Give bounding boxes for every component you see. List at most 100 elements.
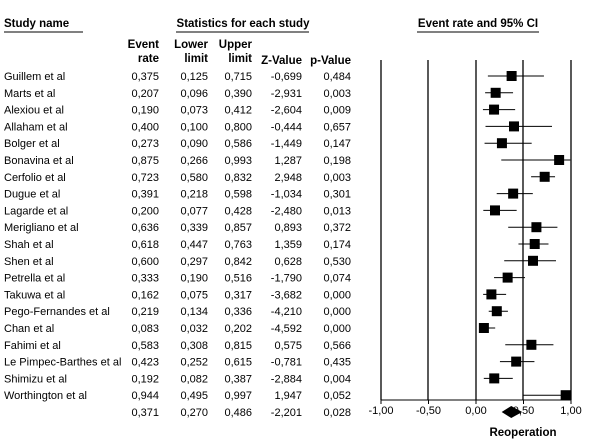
study-name: Dugue et al bbox=[4, 189, 60, 201]
study-z-value: -3,682 bbox=[271, 289, 302, 301]
study-upper-value: 0,997 bbox=[224, 390, 252, 402]
study-upper-value: 0,598 bbox=[224, 189, 252, 201]
study-rate-value: 0,400 bbox=[131, 121, 159, 133]
effect-square bbox=[554, 155, 565, 165]
study-rate-value: 0,375 bbox=[131, 71, 159, 83]
effect-square bbox=[531, 222, 542, 233]
study-upper-value: 0,615 bbox=[224, 357, 252, 369]
effect-square bbox=[526, 339, 537, 350]
pooled-p-value: 0,028 bbox=[323, 407, 351, 419]
study-p-value: 0,530 bbox=[323, 256, 351, 268]
study-name: Petrella et al bbox=[4, 273, 65, 285]
study-lower-value: 0,190 bbox=[180, 273, 208, 285]
study-rate-value: 0,333 bbox=[131, 273, 159, 285]
study-z-value: -4,592 bbox=[271, 323, 302, 335]
study-lower-value: 0,077 bbox=[180, 205, 208, 217]
study-rate-value: 0,636 bbox=[131, 222, 159, 234]
study-z-value: -2,480 bbox=[271, 205, 302, 217]
study-rate-value: 0,273 bbox=[131, 138, 159, 150]
study-p-value: 0,052 bbox=[323, 390, 351, 402]
study-lower-value: 0,297 bbox=[180, 256, 208, 268]
study-lower-value: 0,252 bbox=[180, 357, 208, 369]
study-lower-value: 0,308 bbox=[180, 340, 208, 352]
study-rate-value: 0,875 bbox=[131, 155, 159, 167]
study-name: Pego-Fernandes et al bbox=[4, 306, 110, 318]
study-upper-value: 0,317 bbox=[224, 289, 252, 301]
effect-square bbox=[489, 373, 500, 384]
study-name: Fahimi et al bbox=[4, 340, 61, 352]
study-p-value: 0,074 bbox=[323, 273, 351, 285]
pooled-upper-value: 0,486 bbox=[224, 407, 252, 419]
study-p-value: 0,000 bbox=[323, 323, 351, 335]
effect-square bbox=[529, 239, 540, 249]
study-lower-value: 0,218 bbox=[180, 189, 208, 201]
study-p-value: 0,301 bbox=[323, 189, 351, 201]
study-name: Shimizu et al bbox=[4, 373, 67, 385]
study-lower-value: 0,580 bbox=[180, 172, 208, 184]
study-rate-value: 0,944 bbox=[131, 390, 159, 402]
statistics-header: Statistics for each study bbox=[177, 18, 311, 30]
study-p-value: 0,372 bbox=[323, 222, 351, 234]
study-p-value: 0,009 bbox=[323, 105, 351, 117]
effect-square bbox=[502, 272, 513, 283]
column-headers: Event rate Lower limit Upper limit Z-Value p-Va… bbox=[128, 39, 351, 67]
study-z-value: 1,287 bbox=[274, 155, 302, 167]
study-rate-value: 0,600 bbox=[131, 256, 159, 268]
study-name: Marts et al bbox=[4, 88, 55, 100]
study-rate-value: 0,200 bbox=[131, 205, 159, 217]
pooled-lower-value: 0,270 bbox=[180, 407, 208, 419]
study-p-value: 0,147 bbox=[323, 138, 351, 150]
effect-square bbox=[509, 121, 519, 132]
study-upper-value: 0,336 bbox=[224, 306, 252, 318]
study-rows: Guillem et al 0,375 0,125 0,715 -0,699 0,484 M… bbox=[4, 71, 351, 419]
study-lower-value: 0,495 bbox=[180, 390, 208, 402]
effect-square bbox=[486, 289, 497, 300]
study-z-value: 2,948 bbox=[274, 172, 302, 184]
effect-square bbox=[560, 390, 571, 401]
study-lower-value: 0,125 bbox=[180, 71, 208, 83]
effect-square bbox=[489, 104, 500, 115]
x-tick-label: 0,00 bbox=[465, 405, 486, 417]
study-upper-value: 0,390 bbox=[224, 88, 252, 100]
effect-square bbox=[539, 171, 550, 182]
study-p-value: 0,657 bbox=[323, 121, 351, 133]
effect-square bbox=[508, 188, 519, 199]
x-axis-label: Reoperation bbox=[489, 427, 556, 439]
study-z-value: -1,034 bbox=[271, 189, 302, 201]
effect-square bbox=[491, 306, 502, 317]
study-p-value: 0,198 bbox=[323, 155, 351, 167]
study-lower-value: 0,134 bbox=[180, 306, 208, 318]
pooled-rate-value: 0,371 bbox=[131, 407, 159, 419]
study-lower-value: 0,032 bbox=[180, 323, 208, 335]
study-p-value: 0,003 bbox=[323, 88, 351, 100]
study-name-header: Study name bbox=[4, 18, 69, 30]
study-p-value: 0,484 bbox=[323, 71, 351, 83]
study-rate-value: 0,190 bbox=[131, 105, 159, 117]
x-tick-label: -0,50 bbox=[416, 405, 441, 417]
study-name: Cerfolio et al bbox=[4, 172, 66, 184]
study-upper-value: 0,815 bbox=[224, 340, 252, 352]
study-z-value: -0,444 bbox=[271, 121, 302, 133]
study-lower-value: 0,090 bbox=[180, 138, 208, 150]
study-z-value: -2,931 bbox=[271, 88, 302, 100]
effect-square bbox=[511, 356, 522, 367]
study-rate-value: 0,391 bbox=[131, 189, 159, 201]
study-upper-value: 0,857 bbox=[224, 222, 252, 234]
study-lower-value: 0,266 bbox=[180, 155, 208, 167]
study-upper-value: 0,428 bbox=[224, 205, 252, 217]
study-rate-value: 0,207 bbox=[131, 88, 159, 100]
study-name: Shen et al bbox=[4, 256, 54, 268]
study-p-value: 0,003 bbox=[323, 172, 351, 184]
study-rate-value: 0,723 bbox=[131, 172, 159, 184]
study-lower-value: 0,447 bbox=[180, 239, 208, 251]
study-z-value: 0,575 bbox=[274, 340, 302, 352]
effect-square bbox=[506, 71, 517, 81]
study-lower-value: 0,082 bbox=[180, 373, 208, 385]
study-lower-value: 0,073 bbox=[180, 105, 208, 117]
study-p-value: 0,435 bbox=[323, 357, 351, 369]
study-name: Bolger et al bbox=[4, 138, 60, 150]
study-rate-value: 0,083 bbox=[131, 323, 159, 335]
study-upper-value: 0,993 bbox=[224, 155, 252, 167]
study-name: Worthington et al bbox=[4, 390, 87, 402]
